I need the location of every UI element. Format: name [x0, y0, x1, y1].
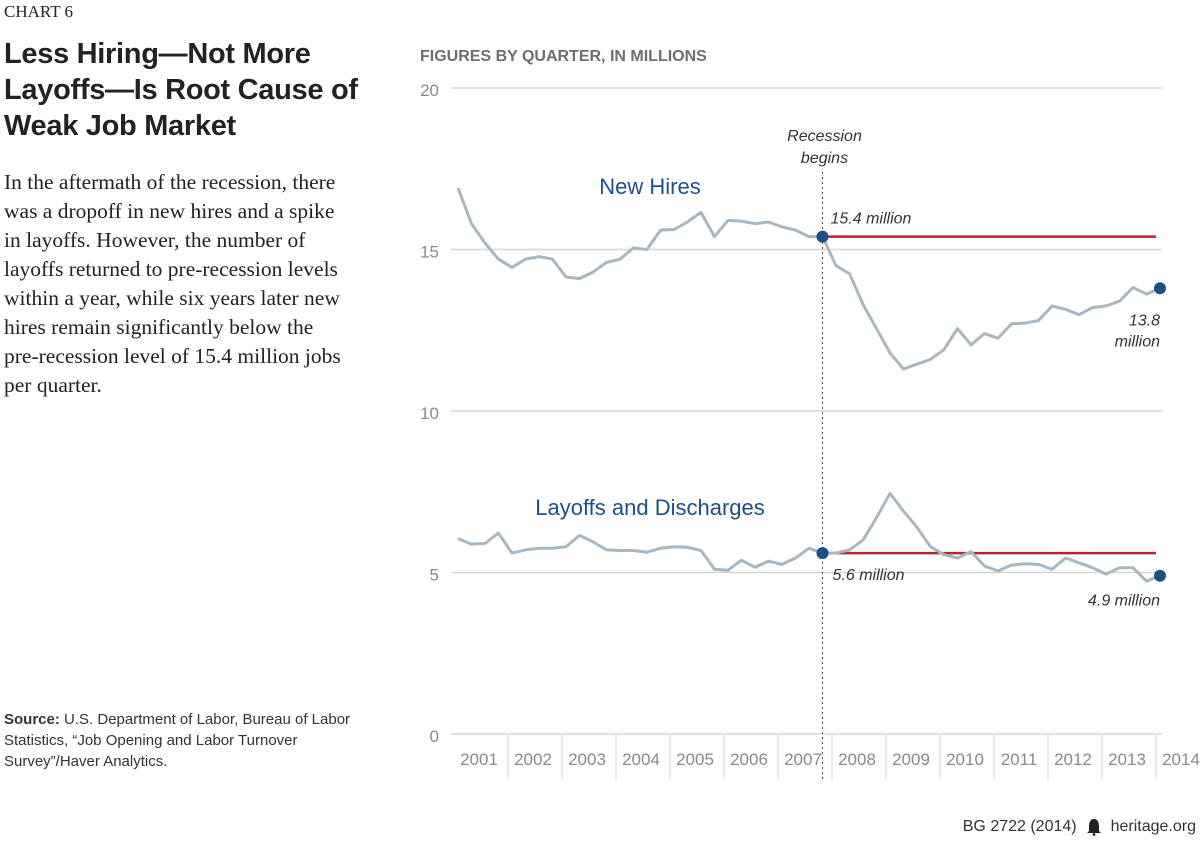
x-tick-label: 2004: [622, 750, 660, 769]
footer: BG 2722 (2014) heritage.org: [963, 818, 1196, 836]
x-tick-label: 2001: [460, 750, 498, 769]
series-title: Layoffs and Discharges: [535, 495, 765, 520]
x-tick-label: 2009: [892, 750, 930, 769]
site-link[interactable]: heritage.org: [1110, 818, 1196, 835]
source-note: Source: U.S. Department of Labor, Bureau…: [4, 709, 354, 772]
y-tick-label: 0: [430, 727, 439, 746]
chart-number: CHART 6: [4, 2, 74, 21]
callout-label: 5.6 million: [833, 567, 905, 584]
liberty-bell-icon: [1086, 819, 1101, 836]
data-point-marker: [1154, 569, 1166, 582]
y-tick-label: 15: [420, 243, 439, 262]
chart-headline: Less Hiring—Not More Layoffs—Is Root Cau…: [4, 38, 358, 142]
x-tick-label: 2005: [676, 750, 714, 769]
callout-label: 15.4 million: [831, 211, 912, 228]
callout-label: million: [1115, 333, 1160, 350]
x-tick-label: 2011: [1001, 750, 1038, 769]
x-tick-label: 2010: [946, 750, 984, 769]
recession-label: begins: [801, 150, 848, 167]
x-tick-label: 2014: [1162, 750, 1200, 769]
source-text: U.S. Department of Labor, Bureau of Labo…: [4, 711, 351, 770]
x-tick-label: 2007: [784, 750, 822, 769]
series-line: [456, 187, 1161, 371]
units-label: FIGURES BY QUARTER, IN MILLIONS: [420, 48, 707, 65]
y-tick-label: 10: [420, 404, 439, 423]
series-line: [457, 491, 1161, 583]
y-tick-label: 20: [420, 81, 439, 100]
x-tick-label: 2003: [568, 750, 606, 769]
x-tick-label: 2008: [838, 750, 876, 769]
x-tick-label: 2012: [1054, 750, 1092, 769]
x-tick-label: 2013: [1108, 750, 1146, 769]
data-point-marker: [816, 547, 829, 560]
data-point-marker: [1154, 282, 1166, 295]
callout-label: 4.9 million: [1088, 593, 1160, 610]
y-tick-label: 5: [430, 566, 439, 585]
series-title: New Hires: [599, 174, 700, 199]
x-tick-label: 2002: [514, 750, 552, 769]
chart-description: In the aftermath of the recession, there…: [4, 170, 341, 397]
publication-id: BG 2722 (2014): [962, 818, 1077, 835]
source-label: Source:: [4, 711, 60, 728]
data-point-marker: [816, 230, 829, 243]
callout-label: 13.8: [1129, 312, 1160, 329]
recession-label: Recession: [787, 128, 862, 145]
x-tick-label: 2006: [730, 750, 768, 769]
